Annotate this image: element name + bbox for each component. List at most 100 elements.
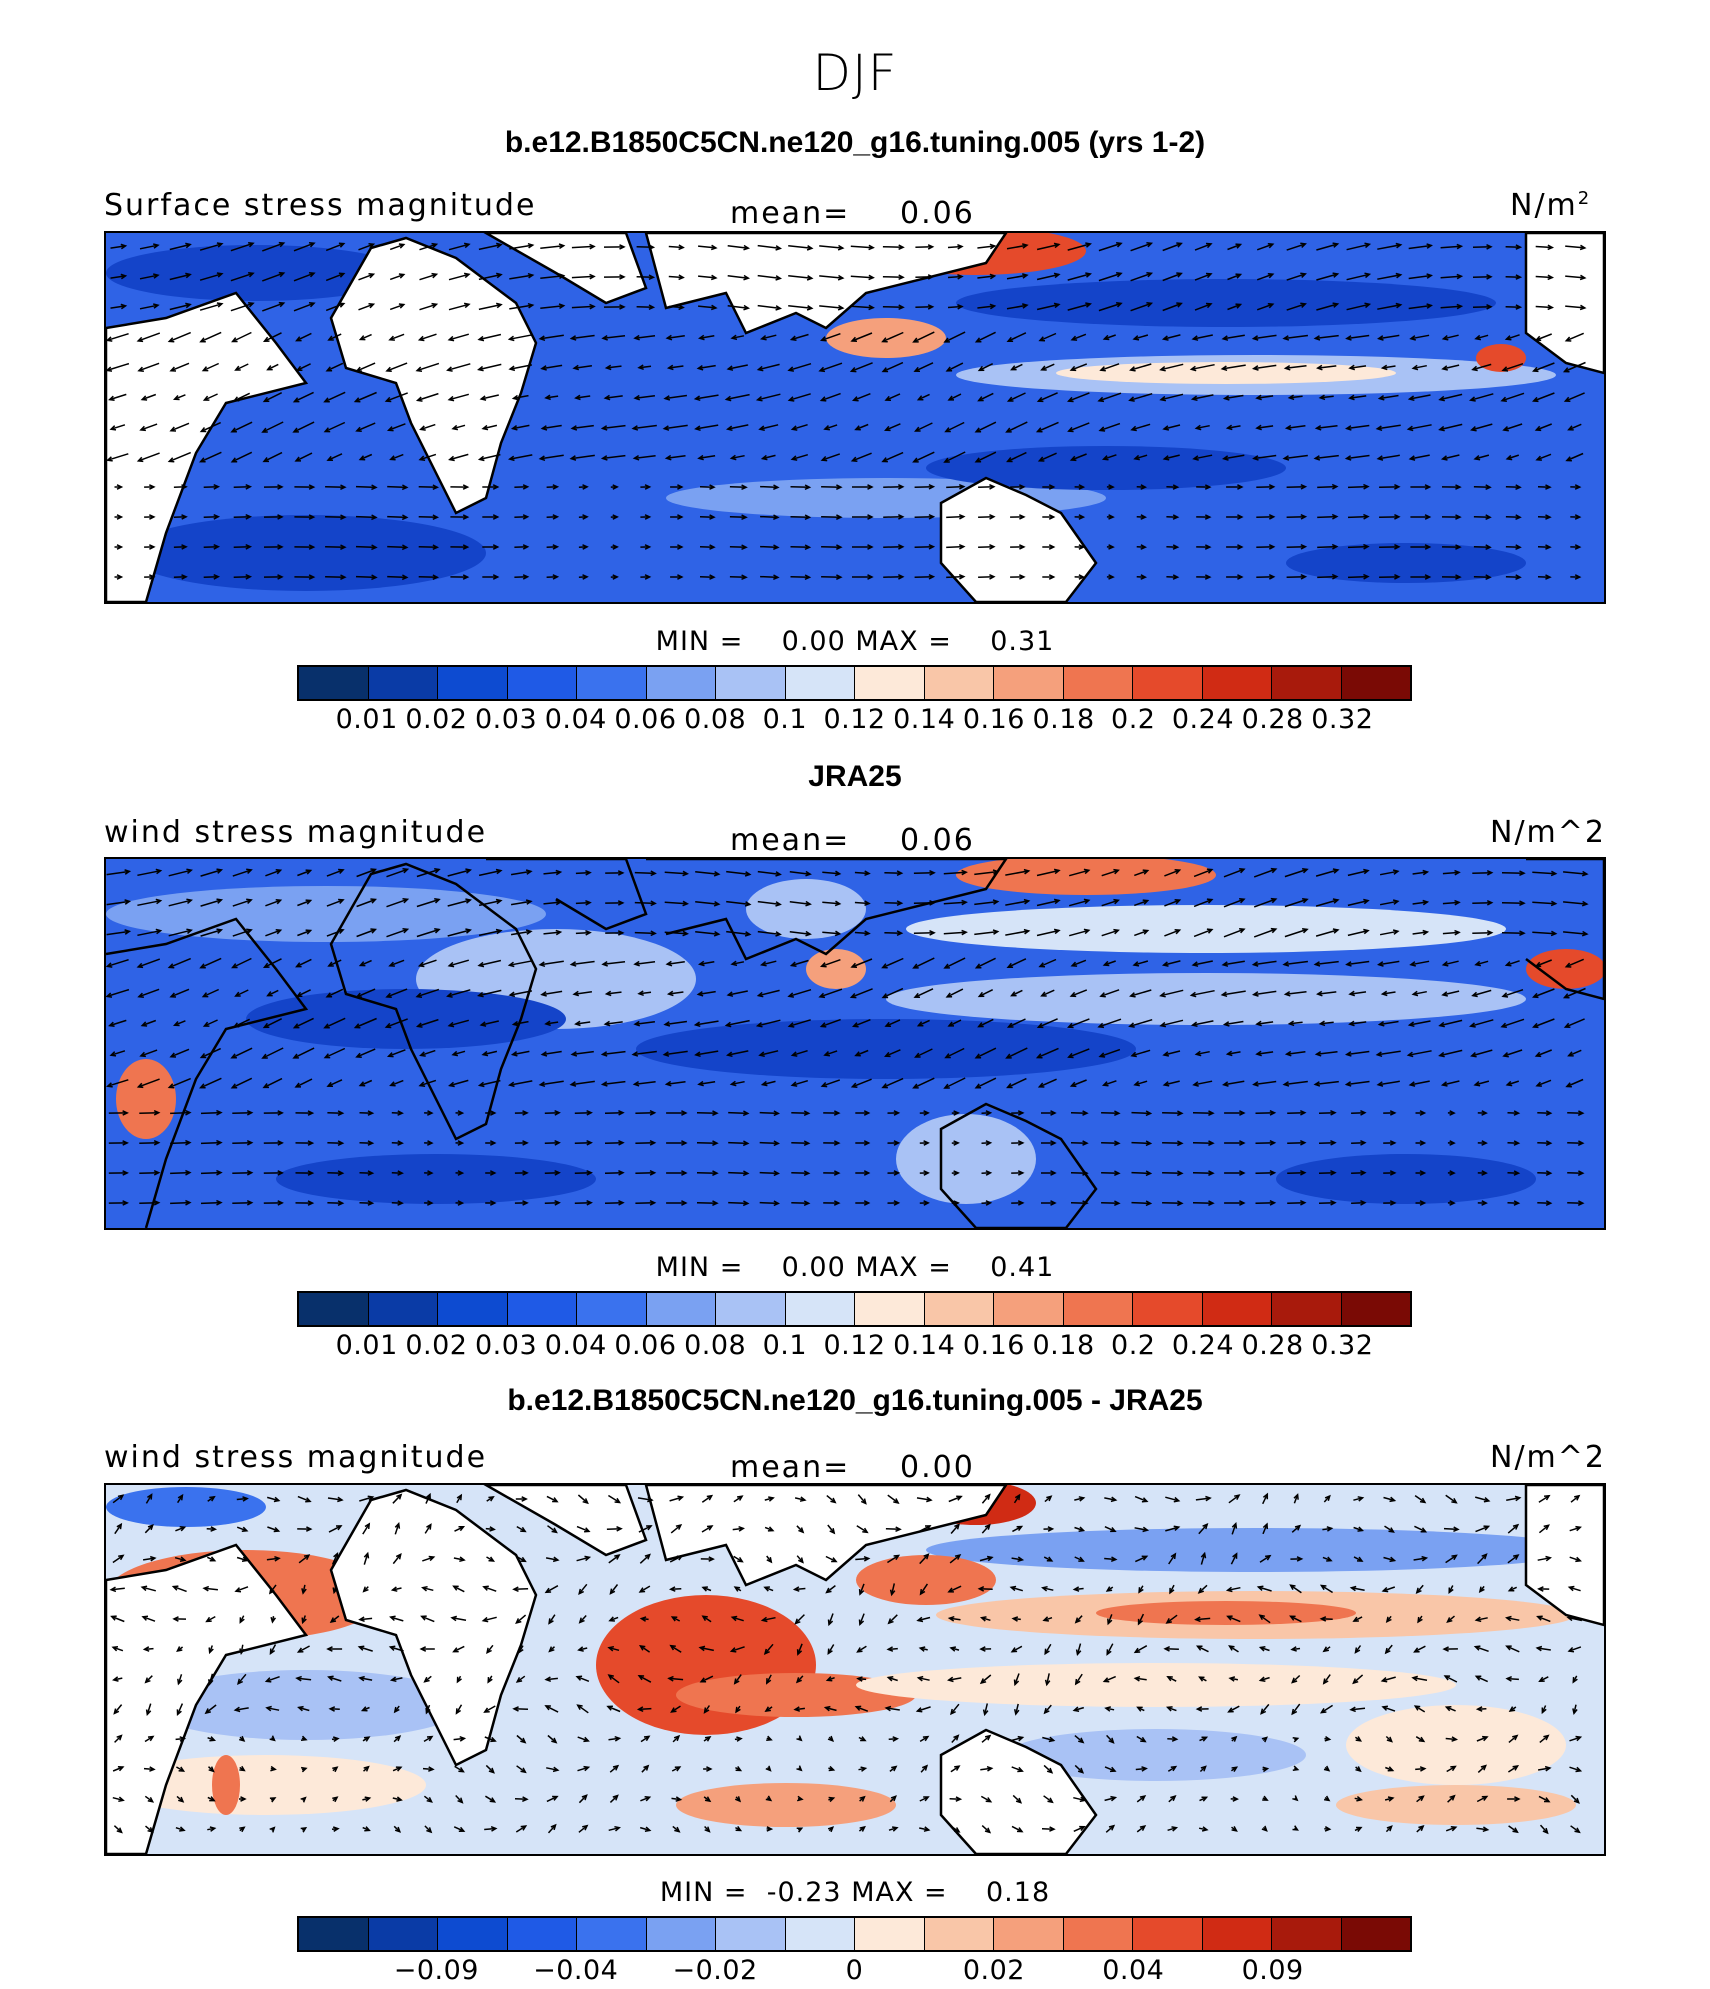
stress-vector-head xyxy=(1301,867,1309,874)
stress-vector xyxy=(1442,454,1460,460)
stress-vector xyxy=(1168,1553,1176,1565)
stress-vector-head xyxy=(701,1586,708,1592)
stress-vector-head xyxy=(712,1170,719,1176)
stress-vector-head xyxy=(586,1140,593,1146)
stress-vector-head xyxy=(1208,1200,1215,1206)
panel-2-stress-vectors xyxy=(106,867,1589,1207)
stress-vector-head xyxy=(327,1675,334,1681)
stress-vector-head xyxy=(1483,1525,1491,1531)
stress-vector xyxy=(1224,394,1244,400)
stress-vector xyxy=(1532,871,1556,875)
stress-vector-head xyxy=(402,898,410,904)
stress-vector xyxy=(293,1047,315,1059)
stress-vector xyxy=(1256,395,1274,399)
stress-vector-head xyxy=(1270,927,1278,934)
stress-vector-head xyxy=(977,991,985,998)
stress-vector-head xyxy=(353,1023,361,1029)
stress-vector-head xyxy=(793,1706,801,1712)
stress-vector-head xyxy=(945,992,953,998)
stress-vector-head xyxy=(989,243,997,250)
stress-vector-head xyxy=(340,484,347,490)
stress-vector xyxy=(728,1111,748,1115)
stress-vector xyxy=(328,333,342,341)
stress-vector-head xyxy=(709,514,716,520)
stress-vector-head xyxy=(916,395,924,401)
stress-vector-head xyxy=(508,365,516,372)
stress-vector-head xyxy=(1204,514,1212,520)
stress-vector-head xyxy=(1575,1525,1582,1532)
stress-vector xyxy=(1565,392,1585,402)
stress-vector xyxy=(1412,871,1428,875)
stress-vector-head xyxy=(1083,898,1091,905)
stress-vector-head xyxy=(647,1496,654,1503)
stress-vector-head xyxy=(887,1618,894,1625)
stress-vector-head xyxy=(122,1140,129,1146)
stress-vector xyxy=(232,331,252,343)
stress-vector-head xyxy=(1115,241,1123,248)
stress-vector-head xyxy=(603,1020,611,1027)
stress-vector-head xyxy=(1473,455,1481,461)
stress-vector xyxy=(1569,1586,1581,1592)
stress-vector-head xyxy=(854,425,861,431)
stress-vector-head xyxy=(775,305,783,311)
stress-vector xyxy=(1259,1614,1271,1624)
stress-vector-head xyxy=(447,395,455,402)
stress-vector xyxy=(230,302,254,312)
stress-vector-head xyxy=(681,1140,688,1146)
stress-vector-head xyxy=(1485,484,1492,490)
stress-vector xyxy=(913,957,935,969)
stress-vector-head xyxy=(792,1586,800,1592)
stress-vector-head xyxy=(1376,1081,1384,1087)
stress-vector xyxy=(1104,1497,1116,1501)
stress-vector xyxy=(294,391,314,403)
stress-vector xyxy=(1349,1021,1367,1025)
stress-vector-head xyxy=(246,1140,254,1146)
stress-vector xyxy=(574,1201,592,1205)
stress-vector-head xyxy=(540,365,547,371)
stress-vector xyxy=(1196,424,1210,430)
stress-vector-head xyxy=(1577,1200,1585,1206)
stress-vector-head xyxy=(955,1796,963,1802)
stress-vector-head xyxy=(358,455,366,461)
stress-vector-head xyxy=(1145,1110,1153,1117)
stress-vector-head xyxy=(612,574,619,580)
stress-vector xyxy=(231,451,253,463)
stress-vector-head xyxy=(1142,929,1150,935)
stress-vector-head xyxy=(507,1081,515,1088)
stress-vector-head xyxy=(1535,1081,1542,1087)
stress-vector xyxy=(111,1615,125,1623)
stress-vector-head xyxy=(390,1586,398,1592)
stress-vector-head xyxy=(1130,1051,1137,1058)
stress-vector-head xyxy=(612,514,619,520)
stress-vector xyxy=(604,1201,624,1205)
stress-vector-head xyxy=(492,484,500,490)
stress-vector xyxy=(664,394,688,400)
stress-vector-head xyxy=(1176,1110,1184,1117)
stress-vector-head xyxy=(1139,1795,1147,1801)
stress-vector-head xyxy=(638,1644,646,1651)
stress-vector-head xyxy=(147,1796,155,1803)
stress-vector xyxy=(1101,899,1119,907)
stress-vector-head xyxy=(1159,395,1167,402)
colorbar-swatch xyxy=(924,1293,994,1325)
stress-vector-head xyxy=(1005,1053,1012,1059)
stress-vector xyxy=(112,1494,124,1504)
stress-vector-head xyxy=(370,898,377,904)
stress-vector-head xyxy=(305,1526,313,1532)
stress-vector xyxy=(1473,545,1491,549)
stress-vector-head xyxy=(1386,1825,1393,1832)
stress-vector-head xyxy=(1299,1200,1307,1206)
stress-vector-head xyxy=(662,1051,670,1057)
stress-vector xyxy=(760,515,778,519)
colorbar-swatch xyxy=(785,1918,855,1950)
stress-vector xyxy=(1568,423,1582,431)
stress-vector xyxy=(1317,575,1337,579)
stress-vector xyxy=(826,1585,836,1593)
stress-vector-head xyxy=(856,1647,863,1653)
stress-vector-head xyxy=(179,1736,187,1742)
stress-vector xyxy=(200,451,222,463)
stress-vector-head xyxy=(431,272,439,279)
stress-vector xyxy=(1443,960,1459,966)
stress-vector-head xyxy=(730,960,738,967)
stress-vector xyxy=(1230,1553,1238,1565)
